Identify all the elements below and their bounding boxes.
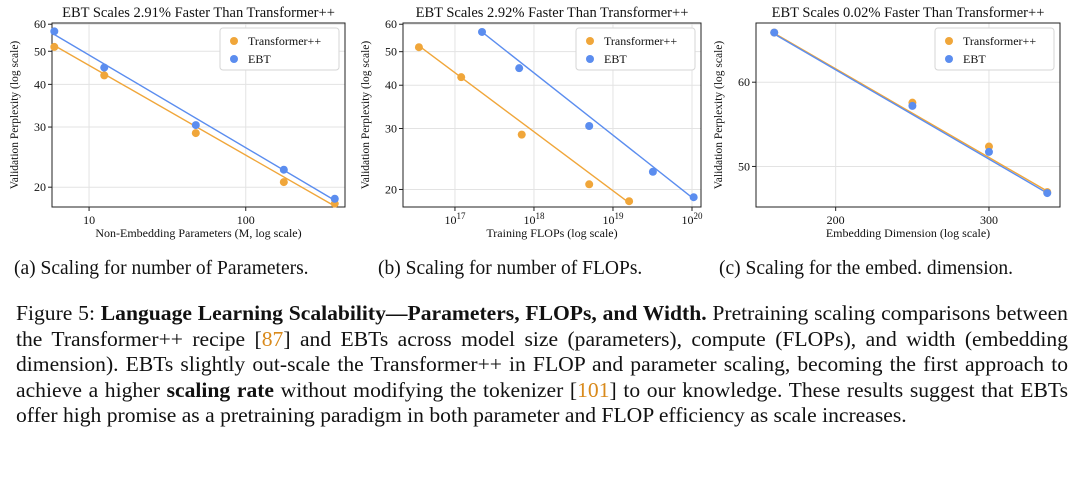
legend-label: EBT [963, 52, 986, 66]
x-tick-exponent: 18 [535, 211, 545, 221]
x-tick-exponent: 19 [614, 211, 624, 221]
caption-text: Pretraining scaling comparisons between … [16, 301, 1068, 351]
data-point-transformer [279, 178, 288, 187]
fit-line-ebt [773, 33, 1048, 194]
x-tick-label: 300 [980, 213, 998, 227]
data-point-ebt [279, 165, 288, 174]
data-point-transformer [517, 130, 526, 139]
fit-line-transformer [773, 32, 1048, 192]
y-tick-label: 40 [385, 78, 397, 92]
x-tick-label: 1018 [523, 211, 545, 227]
legend-box [934, 27, 1055, 71]
x-tick-label: 10 [83, 213, 95, 227]
x-tick-label: 200 [827, 213, 845, 227]
y-tick-label: 50 [34, 44, 46, 58]
legend-label: Transformer++ [963, 34, 1036, 48]
plot-frame [755, 22, 1061, 208]
y-tick-label: 60 [34, 17, 46, 31]
data-point-ebt [478, 27, 487, 36]
fit-line-transformer [418, 45, 630, 204]
legend-marker-transformer [230, 37, 238, 45]
y-tick-label: 30 [34, 120, 46, 134]
legend-box [575, 27, 696, 71]
data-point-ebt [984, 147, 993, 156]
y-tick-label: 40 [34, 77, 46, 91]
legend-box [219, 27, 340, 71]
caption-text: without modifying the tokenizer [ [274, 377, 578, 402]
caption-c: (c) Scaling for the embed. dimension. [719, 258, 1014, 279]
y-tick-label: 20 [385, 182, 397, 196]
data-point-transformer [414, 43, 423, 52]
x-tick-label: 100 [237, 213, 255, 227]
chart-panel-3: 200 300 50 60 EBT Scales 0.02% Faster Than T… [713, 5, 1061, 240]
caption-text: ] to our knowledge. These results sugges… [16, 377, 1068, 428]
caption-a: (a) Scaling for number of Parameters. [14, 258, 309, 279]
data-point-ebt [191, 121, 200, 130]
fit-line-ebt [53, 33, 336, 201]
y-tick-label: 60 [738, 75, 750, 89]
data-point-ebt [100, 63, 109, 72]
data-point-transformer [191, 129, 200, 138]
y-axis-label: Validation Perplexity (log scale) [360, 41, 372, 190]
chart-title: EBT Scales 2.92% Faster Than Transformer… [416, 5, 689, 21]
data-point-ebt [330, 194, 339, 203]
plot-frame [51, 22, 346, 208]
chart-title: EBT Scales 0.02% Faster Than Transformer… [772, 5, 1045, 21]
y-tick-label: 60 [385, 17, 397, 31]
caption-b: (b) Scaling for number of FLOPs. [378, 258, 643, 279]
data-point-transformer [585, 180, 594, 189]
x-tick-label: 1019 [602, 211, 624, 227]
figure-caption-paragraph: Figure 5: Language Learning Scalability—… [16, 301, 1068, 429]
figure-5: 10 100 20 30 40 50 60 EBT Scales 2.91% Faster T… [9, 5, 1061, 240]
fit-line-ebt [481, 31, 695, 200]
x-tick-exponent: 17 [456, 211, 466, 221]
data-point-ebt [50, 27, 59, 36]
legend-marker-transformer [586, 37, 594, 45]
data-point-transformer [50, 42, 59, 51]
legend-label: Transformer++ [248, 34, 321, 48]
x-axis-label: Non-Embedding Parameters (M, log scale) [95, 226, 301, 240]
legend-marker-ebt [230, 55, 238, 63]
data-point-ebt [515, 64, 524, 73]
y-tick-label: 30 [385, 121, 397, 135]
chart-panel-1: 10 100 20 30 40 50 60 EBT Scales 2.91% Faster T… [9, 5, 346, 240]
chart-title: EBT Scales 2.91% Faster Than Transformer… [62, 5, 335, 21]
data-point-ebt [585, 122, 594, 131]
data-point-ebt [648, 167, 657, 176]
citation-link[interactable]: 87 [261, 326, 284, 351]
legend-label: Transformer++ [604, 34, 677, 48]
caption-figure-number: Figure 5: [16, 301, 101, 325]
y-tick-label: 50 [385, 45, 397, 59]
data-point-ebt [908, 101, 917, 110]
data-point-ebt [770, 28, 779, 37]
data-point-ebt [689, 193, 698, 202]
caption-text: ] and EBTs across model size (parameters… [16, 326, 1068, 402]
y-axis-label: Validation Perplexity (log scale) [9, 41, 21, 190]
legend-label: EBT [248, 52, 271, 66]
plot-frame [402, 22, 702, 208]
x-axis-label: Embedding Dimension (log scale) [826, 226, 990, 240]
y-axis-label: Validation Perplexity (log scale) [713, 41, 725, 190]
data-point-ebt [1043, 189, 1052, 198]
x-tick-label: 1017 [444, 211, 466, 227]
legend-label: EBT [604, 52, 627, 66]
y-tick-label: 50 [738, 159, 750, 173]
data-point-transformer [100, 71, 109, 80]
x-axis-label: Training FLOPs (log scale) [486, 226, 617, 240]
caption-bold-term: scaling rate [166, 377, 275, 402]
legend-marker-transformer [945, 37, 953, 45]
legend-marker-ebt [586, 55, 594, 63]
data-point-transformer [625, 197, 634, 206]
legend-marker-ebt [945, 55, 953, 63]
x-tick-exponent: 20 [693, 211, 703, 221]
y-tick-label: 20 [34, 180, 46, 194]
citation-link[interactable]: 101 [577, 377, 610, 402]
caption-bold-title: Language Learning Scalability—Parameters… [100, 301, 707, 325]
data-point-transformer [457, 73, 466, 82]
x-tick-label: 1020 [681, 211, 703, 227]
